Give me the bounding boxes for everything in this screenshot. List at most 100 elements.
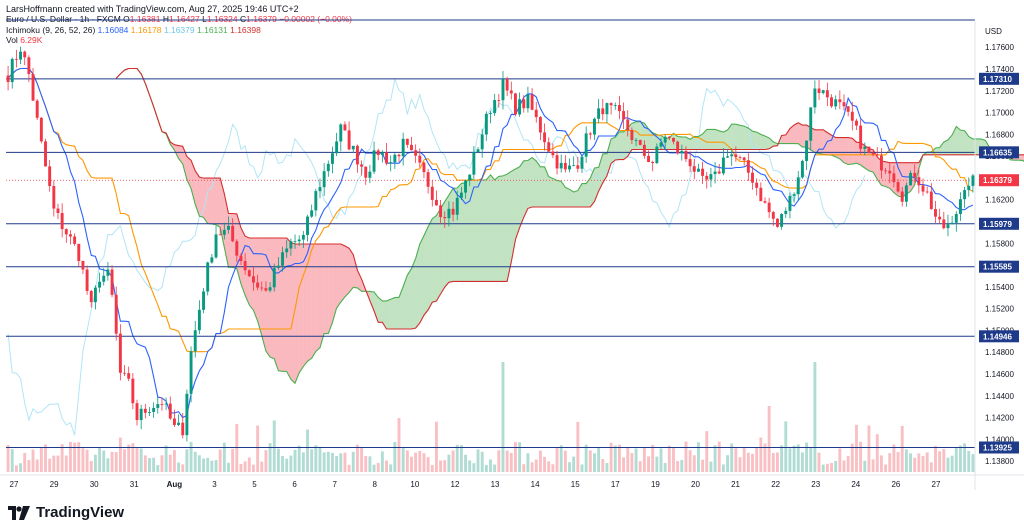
cloud-segment bbox=[964, 130, 969, 155]
volume-bar bbox=[27, 460, 31, 472]
cloud-segment bbox=[532, 157, 537, 207]
volume-bar bbox=[588, 450, 592, 472]
cloud-segment bbox=[465, 178, 470, 282]
candle-body bbox=[131, 378, 135, 404]
candle-body bbox=[19, 51, 23, 60]
volume-bar bbox=[410, 456, 413, 472]
volume-row[interactable]: Vol 6.29K bbox=[6, 35, 352, 46]
candle-body bbox=[276, 265, 280, 268]
candle-body bbox=[709, 174, 713, 180]
volume-bar bbox=[751, 453, 754, 472]
volume-bar bbox=[942, 449, 946, 472]
volume-bar bbox=[938, 451, 942, 472]
candle-body bbox=[85, 269, 89, 291]
candle-body bbox=[489, 112, 492, 114]
cloud-segment bbox=[581, 183, 587, 207]
volume-bar bbox=[347, 464, 351, 472]
cloud-segment bbox=[727, 124, 732, 150]
candle-body bbox=[721, 157, 725, 174]
y-tick-label: 1.14200 bbox=[985, 414, 1014, 423]
candle-body bbox=[863, 146, 867, 149]
volume-bar bbox=[160, 455, 164, 472]
volume-bar bbox=[888, 453, 892, 472]
cloud-segment bbox=[253, 237, 258, 321]
ichimoku-row[interactable]: Ichimoku (9, 26, 52, 26) 1.16084 1.16178… bbox=[6, 25, 352, 36]
candle-body bbox=[351, 145, 355, 150]
candle-body bbox=[281, 252, 285, 266]
candle-body bbox=[148, 411, 151, 413]
candle-body bbox=[69, 234, 72, 237]
symbol-row[interactable]: Euro / U.S. Dollar · 1h · FXCM O1.16381 … bbox=[6, 14, 352, 25]
cloud-segment bbox=[710, 129, 716, 150]
candle-body bbox=[89, 290, 93, 303]
candle-body bbox=[389, 162, 393, 164]
volume-bar bbox=[638, 461, 642, 472]
volume-bar bbox=[834, 460, 838, 472]
candle-body bbox=[372, 150, 376, 172]
volume-bar bbox=[692, 455, 696, 472]
volume-bar bbox=[597, 447, 601, 472]
cloud-segment bbox=[785, 128, 790, 144]
volume-bar bbox=[131, 443, 135, 472]
x-tick-label: 20 bbox=[691, 480, 700, 489]
cloud-segment bbox=[519, 160, 524, 228]
candle-body bbox=[821, 90, 825, 94]
candle-body bbox=[771, 212, 775, 219]
volume-bar bbox=[921, 456, 925, 472]
volume-bar bbox=[339, 453, 343, 472]
volume-bar bbox=[468, 460, 472, 472]
candle-body bbox=[934, 209, 937, 217]
cloud-segment bbox=[423, 226, 429, 316]
volume-bar bbox=[659, 448, 663, 472]
volume-bar bbox=[322, 452, 326, 472]
candle-body bbox=[106, 269, 110, 276]
y-tick-label: 1.14400 bbox=[985, 392, 1014, 401]
volume-bar bbox=[310, 449, 314, 472]
cloud-segment bbox=[889, 162, 894, 193]
candle-body bbox=[954, 213, 958, 223]
volume-bar bbox=[48, 458, 52, 472]
cloud-segment bbox=[565, 187, 570, 207]
candle-body bbox=[81, 260, 85, 270]
volume-bar bbox=[222, 442, 226, 472]
cloud-segment bbox=[469, 178, 474, 282]
brand[interactable]: TradingView bbox=[8, 504, 124, 521]
volume-bar bbox=[530, 462, 534, 472]
y-tick-label: 1.17000 bbox=[985, 109, 1014, 118]
high-value: 1.16427 bbox=[169, 14, 200, 24]
cloud-segment bbox=[602, 153, 607, 183]
cloud-segment bbox=[552, 178, 558, 207]
cloud-segment bbox=[819, 129, 824, 155]
candle-body bbox=[214, 234, 218, 258]
candle-body bbox=[742, 157, 746, 161]
volume-bar bbox=[489, 459, 492, 472]
cloud-segment bbox=[515, 166, 520, 240]
volume-bar bbox=[89, 460, 93, 472]
candle-body bbox=[52, 186, 56, 209]
candle-body bbox=[825, 90, 829, 98]
candle-body bbox=[617, 105, 621, 112]
level-price-tag-bg bbox=[979, 217, 1019, 230]
candle-body bbox=[164, 403, 168, 405]
candle-body bbox=[842, 102, 846, 107]
volume-bar bbox=[971, 454, 975, 472]
cloud-segment bbox=[245, 236, 250, 305]
volume-bar bbox=[967, 451, 971, 472]
volume-bar bbox=[929, 462, 933, 472]
x-tick-label: 14 bbox=[531, 480, 540, 489]
volume-bar bbox=[418, 451, 422, 472]
ichimoku-spanb-value: 1.16398 bbox=[230, 24, 261, 35]
candle-body bbox=[588, 133, 592, 135]
volume-bar bbox=[156, 465, 160, 472]
volume-bar bbox=[397, 418, 401, 472]
candle-body bbox=[235, 241, 239, 256]
candle-body bbox=[613, 105, 617, 106]
cloud-segment bbox=[440, 201, 445, 294]
cloud-segment bbox=[211, 178, 217, 225]
volume-bar bbox=[713, 445, 717, 472]
cloud-segment bbox=[428, 218, 433, 310]
candle-body bbox=[27, 57, 31, 74]
currency-label[interactable]: USD bbox=[985, 27, 1002, 36]
candle-body bbox=[855, 120, 858, 126]
